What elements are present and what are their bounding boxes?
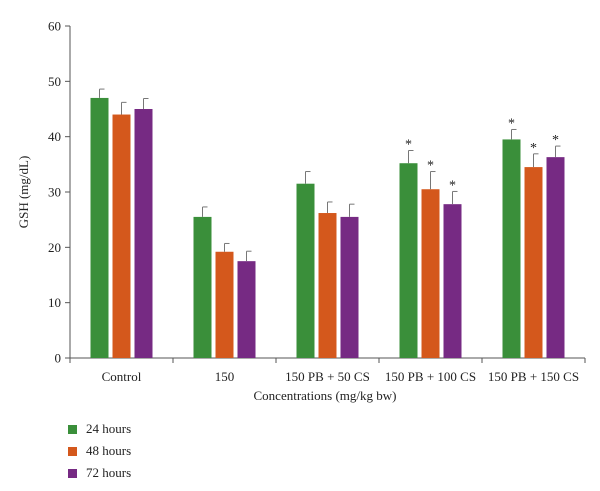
bar	[193, 216, 212, 358]
bar	[112, 114, 131, 359]
bar	[340, 216, 359, 358]
significance-marker: *	[427, 159, 434, 174]
y-axis-title: GSH (mg/dL)	[16, 156, 31, 229]
y-tick-label: 40	[48, 129, 61, 144]
legend-item-72-hours: 72 hours	[68, 462, 131, 484]
significance-marker: *	[449, 178, 456, 193]
bar	[421, 189, 440, 358]
bar	[90, 97, 109, 358]
significance-marker: *	[508, 116, 515, 131]
significance-marker: *	[530, 141, 537, 156]
y-tick-label: 20	[48, 240, 61, 255]
legend-label-72-hours: 72 hours	[86, 465, 132, 480]
legend: 24 hours 48 hours 72 hours	[68, 418, 131, 484]
bar	[399, 163, 418, 358]
x-tick-label: 150 PB + 50 CS	[285, 369, 370, 384]
significance-marker: *	[405, 138, 412, 153]
legend-item-48-hours: 48 hours	[68, 440, 131, 462]
x-tick-label: 150	[215, 369, 235, 384]
bar	[237, 261, 256, 358]
significance-marker: *	[552, 133, 559, 148]
x-tick-label: 150 PB + 150 CS	[488, 369, 579, 384]
bar	[134, 109, 153, 358]
legend-swatch-48-hours	[68, 446, 77, 456]
legend-label-24-hours: 24 hours	[86, 421, 132, 436]
y-tick-label: 0	[55, 351, 62, 366]
x-tick-label: 150 PB + 100 CS	[385, 369, 476, 384]
bar	[443, 204, 462, 358]
bar	[296, 183, 315, 358]
legend-item-24-hours: 24 hours	[68, 418, 131, 440]
bar	[502, 139, 521, 358]
y-tick-label: 60	[48, 19, 61, 34]
legend-label-48-hours: 48 hours	[86, 443, 132, 458]
legend-swatch-72-hours	[68, 468, 77, 478]
x-axis-title: Concentrations (mg/kg bw)	[254, 388, 397, 403]
bar	[318, 213, 337, 358]
y-tick-label: 30	[48, 185, 61, 200]
bar	[524, 167, 543, 358]
y-tick-label: 50	[48, 74, 61, 89]
y-tick-label: 10	[48, 295, 61, 310]
bar	[215, 251, 234, 358]
bar	[546, 157, 565, 358]
x-tick-label: Control	[102, 369, 142, 384]
legend-swatch-24-hours	[68, 424, 77, 434]
